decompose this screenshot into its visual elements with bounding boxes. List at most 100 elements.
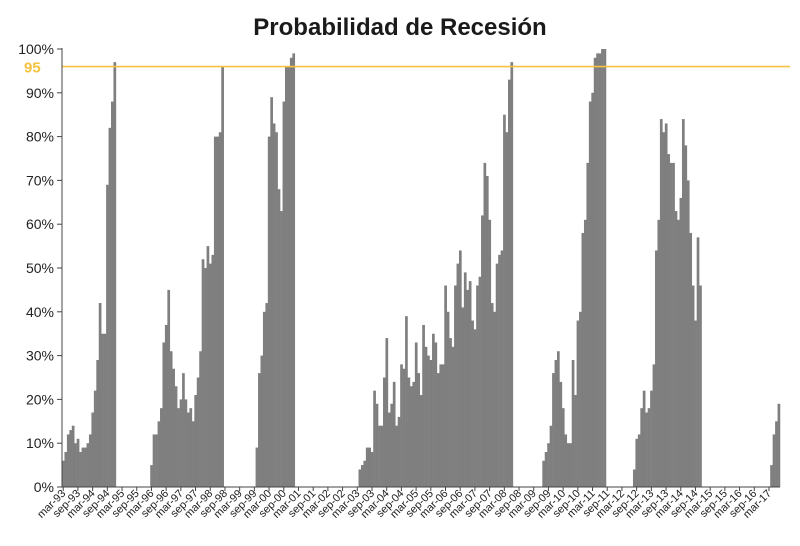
bar <box>69 430 73 487</box>
bar <box>677 219 680 487</box>
bar <box>196 377 200 487</box>
bar <box>510 62 514 487</box>
y-tick-label: 50% <box>26 260 54 276</box>
bar <box>461 307 465 487</box>
bar <box>699 285 702 487</box>
axis-lines <box>61 48 780 488</box>
bar <box>383 377 386 487</box>
bar <box>601 49 604 487</box>
bar <box>552 373 555 487</box>
bar <box>476 285 479 487</box>
bar <box>657 219 661 487</box>
bar <box>267 136 271 487</box>
bar <box>637 434 641 487</box>
bar <box>400 364 403 487</box>
bar <box>385 338 389 487</box>
bar <box>691 285 695 487</box>
bar <box>640 408 644 487</box>
bar <box>419 395 423 487</box>
y-tick-label: 30% <box>26 348 54 364</box>
bar <box>275 132 278 487</box>
bar <box>358 469 362 487</box>
bar <box>566 443 570 487</box>
bar <box>218 132 222 487</box>
bar <box>432 333 435 487</box>
bar <box>395 425 398 487</box>
bar <box>106 184 109 487</box>
bar <box>84 447 87 487</box>
bar <box>466 289 470 487</box>
bar <box>696 237 700 487</box>
bar <box>427 355 430 487</box>
bar <box>662 132 666 487</box>
bar <box>507 79 511 487</box>
bar <box>365 447 369 487</box>
bar <box>596 53 599 487</box>
bar <box>436 373 440 487</box>
bar <box>495 263 499 487</box>
bar <box>414 342 418 487</box>
bar <box>66 434 70 487</box>
bar <box>216 136 220 487</box>
bar <box>655 250 658 487</box>
y-tick-label: 70% <box>26 172 54 188</box>
bar <box>407 377 411 487</box>
bar <box>287 66 291 488</box>
bar <box>103 333 107 487</box>
bar <box>402 368 406 487</box>
bar <box>471 320 474 487</box>
bar <box>488 219 492 487</box>
bar <box>201 259 205 487</box>
bar <box>155 434 158 487</box>
bar <box>289 57 293 487</box>
y-tick-label: 90% <box>26 85 54 101</box>
bar <box>174 386 178 487</box>
bar <box>679 197 683 488</box>
y-tick-label: 20% <box>26 391 54 407</box>
bar <box>392 381 396 487</box>
bar <box>564 434 568 487</box>
bar <box>667 154 670 487</box>
y-axis: 0% 10% 20% 30% 40% 50% 60% 70% 80% 90% 100% <box>18 41 62 495</box>
bar <box>387 412 391 487</box>
bar <box>493 311 496 487</box>
bar <box>409 386 413 487</box>
bar <box>583 219 587 487</box>
bar <box>429 359 433 487</box>
bar <box>586 162 590 487</box>
bar <box>292 53 296 487</box>
bar <box>571 359 575 487</box>
bar <box>579 311 582 487</box>
bar <box>277 189 281 487</box>
bar <box>74 443 77 487</box>
bar <box>360 465 364 487</box>
bar <box>652 364 656 487</box>
bar <box>561 408 565 487</box>
bar <box>473 329 477 487</box>
bar <box>593 57 597 487</box>
bar <box>441 364 445 487</box>
bar <box>417 373 421 487</box>
bar <box>113 62 117 487</box>
x-axis: mar-93sep-93mar-94sep-94mar-95sep-95mar-… <box>35 487 774 521</box>
bar <box>378 425 381 487</box>
bar <box>422 324 425 487</box>
bar <box>169 351 173 487</box>
bar <box>98 303 102 487</box>
bar <box>772 434 776 487</box>
bar <box>574 395 577 487</box>
bar <box>71 425 75 487</box>
bar <box>632 469 636 487</box>
bar <box>454 285 457 487</box>
bar <box>162 342 166 487</box>
bar <box>189 408 193 487</box>
bar <box>557 351 560 487</box>
bar <box>96 359 100 487</box>
bar <box>213 136 217 487</box>
bar <box>549 425 553 487</box>
bar <box>260 355 264 487</box>
bar <box>211 254 215 487</box>
chart-title: Probabilidad de Recesión <box>253 14 547 41</box>
bar <box>375 403 379 487</box>
bar <box>380 425 384 487</box>
